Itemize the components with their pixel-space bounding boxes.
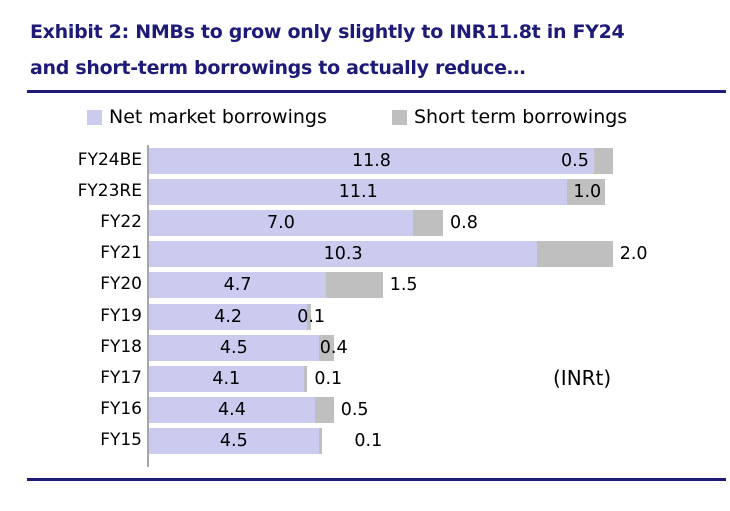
value-label-short-term-borrowings: 2.0 [619,244,648,265]
value-label-short-term-borrowings: 1.5 [389,275,418,296]
category-label-fy24be: FY24BE [77,149,142,170]
bar-net-market-borrowings [149,147,594,174]
y-axis-line [147,145,149,467]
bar-short-term-borrowings [593,147,613,174]
value-label-short-term-borrowings: 0.5 [561,150,589,171]
bar-row-fy18: FY18 4.5 0.4 [0,332,730,363]
bar-net-market-borrowings [149,303,308,330]
bar-short-term-borrowings [318,428,323,455]
bar-row-fy20: FY20 4.7 1.5 [0,270,730,301]
bar-net-market-borrowings [149,241,538,268]
bar-net-market-borrowings [149,178,568,205]
value-label-net-market-borrowings: 4.5 [219,431,248,452]
bar-row-fy24be: FY24BE 11.8 0.5 [0,145,730,176]
stacked-bar-chart: FY24BE 11.8 0.5 FY23RE 11.1 1.0 FY22 7.0 0.8 FY21… [0,145,730,475]
value-label-net-market-borrowings: 4.5 [219,337,248,358]
bar-short-term-borrowings [318,334,334,361]
exhibit-title-line-1: Exhibit 2: NMBs to grow only slightly to… [30,21,625,43]
category-label-fy16: FY16 [100,399,142,420]
bar-net-market-borrowings [149,365,304,392]
legend-swatch-short-term-borrowings [392,109,407,125]
bar-short-term-borrowings [567,178,606,205]
value-label-net-market-borrowings: 11.1 [338,181,378,202]
bar-net-market-borrowings [149,397,315,424]
bar-row-fy21: FY21 10.3 2.0 [0,239,730,270]
value-label-net-market-borrowings: 4.7 [223,275,252,296]
exhibit-title-line-2: and short-term borrowings to actually re… [30,57,526,79]
bar-short-term-borrowings [326,272,383,299]
value-label-net-market-borrowings: 4.1 [212,368,241,389]
value-label-short-term-borrowings: 1.0 [573,181,602,202]
value-label-short-term-borrowings: 0.4 [319,337,348,358]
unit-annotation: (INRt) [553,366,612,390]
value-label-net-market-borrowings: 7.0 [267,212,295,233]
bar-short-term-borrowings [412,209,444,236]
category-label-fy17: FY17 [100,367,142,388]
bar-short-term-borrowings [307,303,312,330]
legend-item-short-term-borrowings: Short term borrowings [392,102,627,132]
bar-row-fy22: FY22 7.0 0.8 [0,207,730,238]
value-label-short-term-borrowings: 0.5 [340,400,369,421]
category-label-fy20: FY20 [100,274,142,295]
bar-net-market-borrowings [149,272,327,299]
bar-net-market-borrowings [149,209,413,236]
bar-short-term-borrowings [537,241,613,268]
title-underline-rule [27,90,726,93]
legend-label-net-market-borrowings: Net market borrowings [109,106,327,128]
category-label-fy22: FY22 [100,211,142,232]
value-label-net-market-borrowings: 4.4 [218,400,246,421]
value-label-net-market-borrowings: 10.3 [323,244,363,265]
legend-label-short-term-borrowings: Short term borrowings [414,106,628,128]
value-label-net-market-borrowings: 4.2 [214,306,243,327]
category-label-fy23re: FY23RE [77,180,142,201]
exhibit-title: Exhibit 2: NMBs to grow only slightly to… [30,14,710,86]
bottom-rule [27,478,726,481]
bar-net-market-borrowings [149,428,319,455]
value-label-short-term-borrowings: 0.8 [450,212,478,233]
category-label-fy15: FY15 [100,430,142,451]
bar-row-fy17: FY17 4.1 0.1 [0,363,730,394]
value-label-short-term-borrowings: 0.1 [314,368,343,389]
bar-row-fy16: FY16 4.4 0.5 [0,395,730,426]
category-label-fy21: FY21 [100,243,142,264]
bar-short-term-borrowings [314,397,334,424]
bar-short-term-borrowings [303,365,308,392]
legend-item-net-market-borrowings: Net market borrowings [87,102,327,132]
bar-row-fy15: FY15 4.5 0.1 [0,426,730,457]
legend-swatch-net-market-borrowings [87,109,102,125]
value-label-short-term-borrowings: 0.1 [297,306,326,327]
bar-net-market-borrowings [149,334,319,361]
category-label-fy19: FY19 [100,305,142,326]
chart-legend: Net market borrowings Short term borrowi… [0,102,730,132]
value-label-net-market-borrowings: 11.8 [351,150,391,171]
value-label-short-term-borrowings: 0.1 [354,431,383,452]
category-label-fy18: FY18 [100,336,142,357]
bar-row-fy19: FY19 4.2 0.1 [0,301,730,332]
bar-row-fy23re: FY23RE 11.1 1.0 [0,176,730,207]
